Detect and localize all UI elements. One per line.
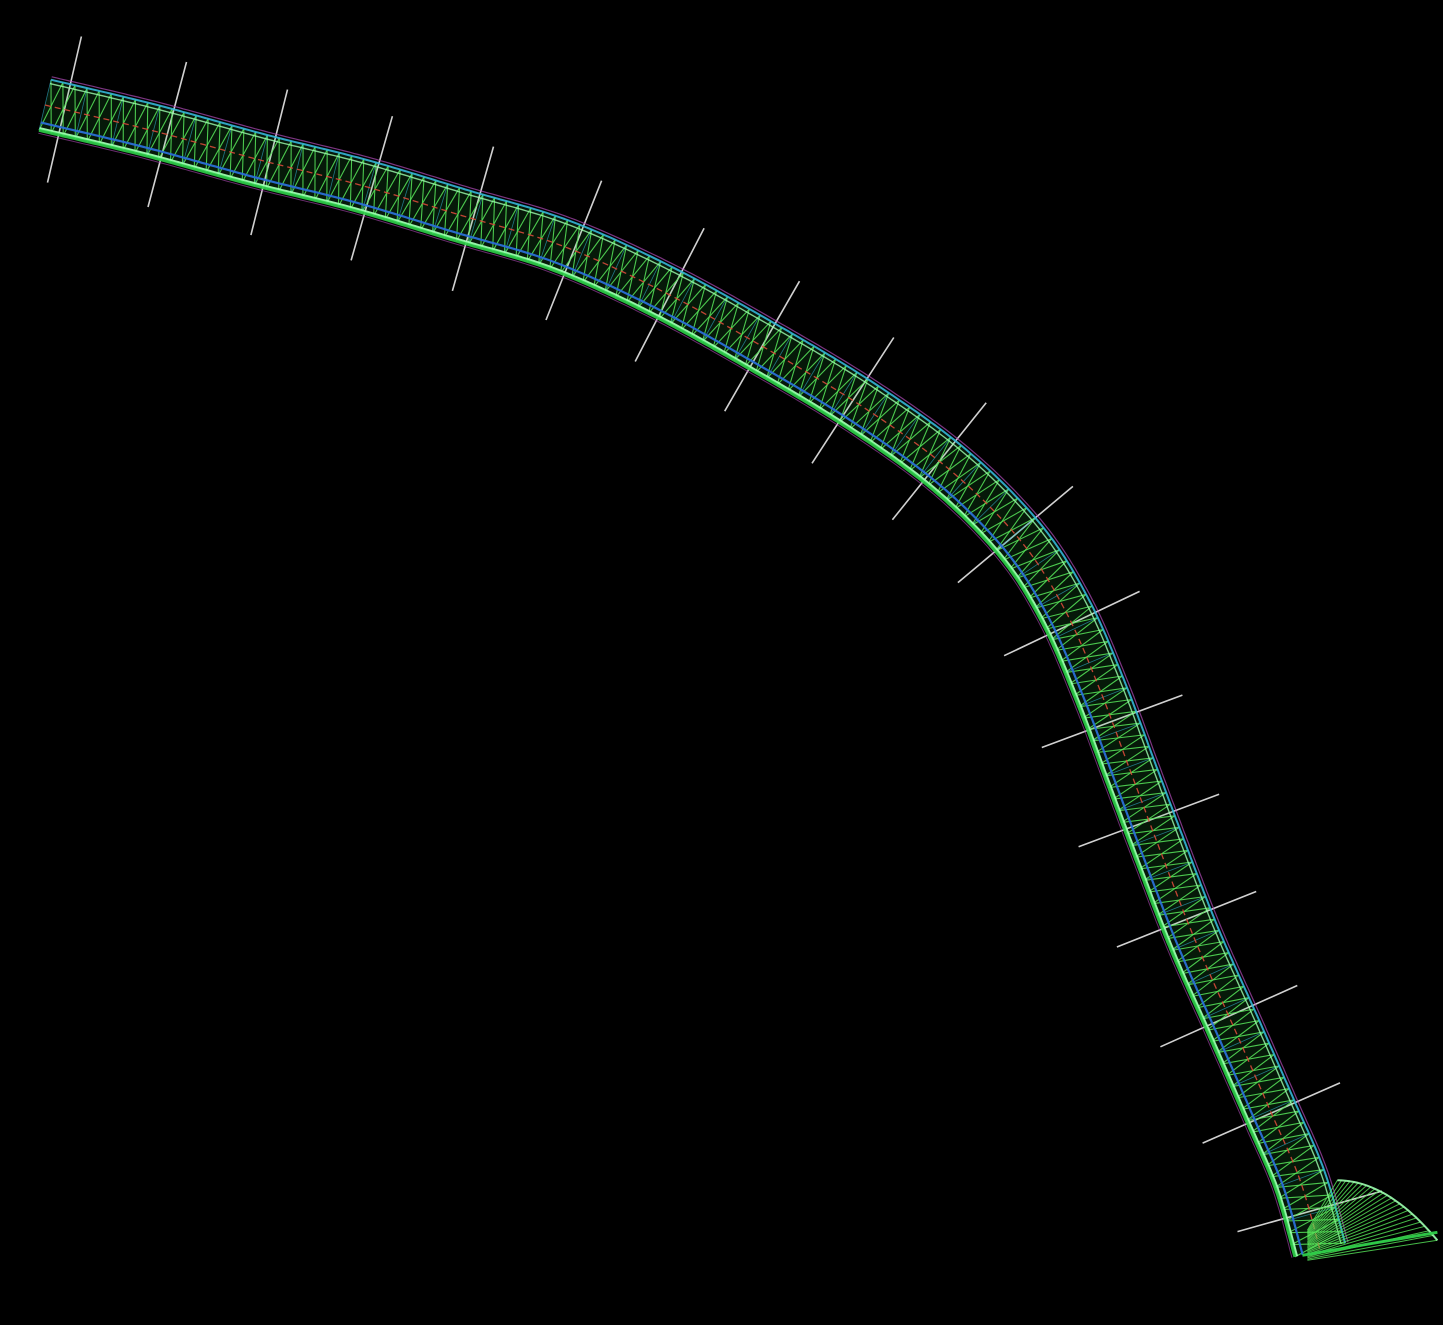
truss-band-fill	[39, 79, 1346, 1257]
truss-chords	[38, 76, 1349, 1258]
section-line	[350, 115, 394, 261]
section-line	[1041, 694, 1183, 749]
end-fan-edge	[1337, 1179, 1439, 1241]
end-fan-base	[1302, 1230, 1438, 1257]
end-fan-ray	[1306, 1180, 1343, 1232]
end-fan-ray	[1307, 1188, 1376, 1242]
end-fan-ray	[1307, 1185, 1367, 1240]
end-fan-ray	[1307, 1181, 1355, 1236]
truss-band	[39, 79, 1346, 1257]
section-line	[1160, 984, 1298, 1048]
end-fan-ray	[1307, 1206, 1405, 1251]
end-fan-ray	[1307, 1186, 1372, 1241]
end-fan-ray	[1307, 1190, 1380, 1244]
top-chord	[50, 78, 1347, 1244]
trim-edge-bottom	[38, 132, 1293, 1258]
end-fan-ray	[1307, 1194, 1388, 1246]
end-fan-ray	[1307, 1203, 1401, 1250]
end-fan-ray	[1307, 1182, 1359, 1237]
bottom-chord-edge	[39, 127, 1299, 1257]
end-fan-ray	[1307, 1180, 1351, 1235]
section-lines	[46, 36, 1383, 1233]
top-chord-edge	[49, 82, 1342, 1245]
end-fan-ray	[1307, 1234, 1434, 1260]
end-fan-ray	[1307, 1192, 1384, 1245]
end-fan-ray	[1307, 1213, 1413, 1254]
end-fan-ray	[1306, 1180, 1338, 1231]
truss-web	[38, 79, 1346, 1258]
end-fan-ray	[1307, 1197, 1392, 1248]
end-fan	[1302, 1179, 1439, 1261]
end-fan-ray	[1307, 1209, 1409, 1253]
section-line	[46, 36, 83, 183]
end-fan-ray	[1307, 1183, 1363, 1239]
end-fan-ray	[1307, 1200, 1396, 1249]
trim-edge-top	[51, 76, 1349, 1243]
end-fan-ray	[1306, 1180, 1347, 1234]
inner-chord	[40, 121, 1304, 1256]
end-fan-ray	[1307, 1217, 1417, 1255]
end-fan-ray	[1307, 1239, 1438, 1261]
section-line	[545, 180, 603, 321]
bottom-chord	[38, 128, 1297, 1258]
